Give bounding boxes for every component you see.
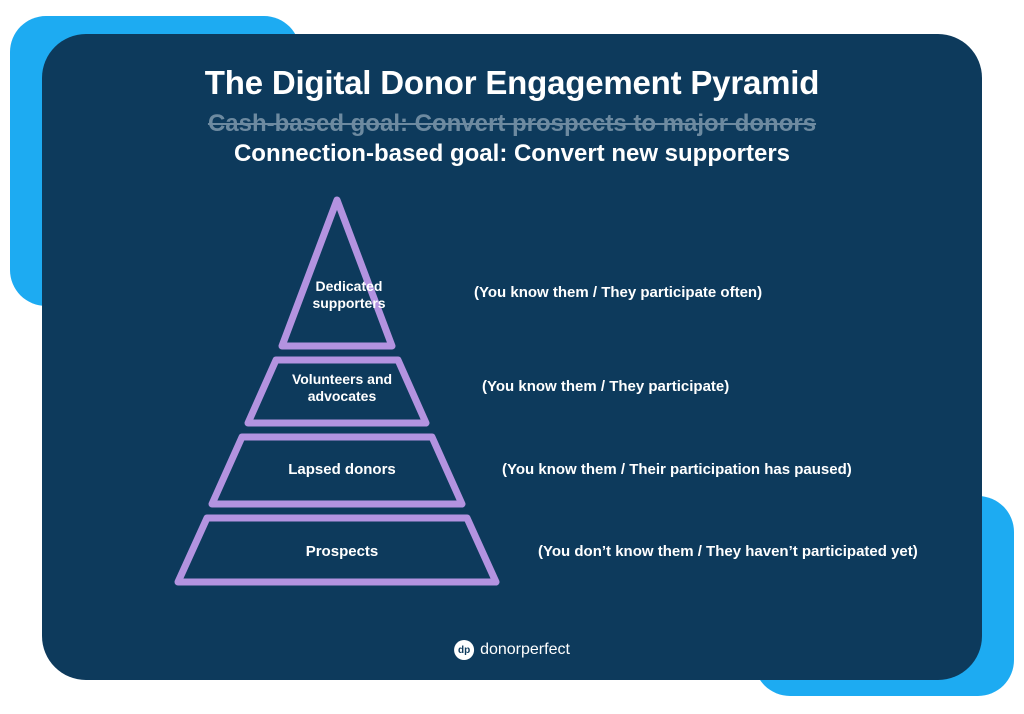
main-card: The Digital Donor Engagement Pyramid Cas… [42, 34, 982, 680]
page-title: The Digital Donor Engagement Pyramid [42, 64, 982, 102]
level-2-label: Volunteers and advocates [272, 371, 412, 405]
level-3-desc: (You know them / Their participation has… [502, 461, 852, 478]
subtitle: Connection-based goal: Convert new suppo… [42, 140, 982, 168]
level-1-desc: (You know them / They participate often) [474, 284, 762, 301]
logo-badge-icon: dp [454, 640, 474, 660]
engagement-pyramid: Dedicated supporters Volunteers and advo… [102, 194, 572, 624]
brand-logo: dp donorperfect [454, 640, 570, 660]
logo-brand-text: donorperfect [480, 641, 570, 659]
level-4-desc: (You don’t know them / They haven’t part… [538, 543, 918, 560]
pyramid-level-1-shape [282, 200, 392, 346]
level-4-label: Prospects [272, 543, 412, 561]
level-3-label: Lapsed donors [272, 461, 412, 479]
level-1-label: Dedicated supporters [294, 278, 404, 312]
subtitle-strikethrough: Cash-based goal: Convert prospects to ma… [42, 110, 982, 138]
level-2-desc: (You know them / They participate) [482, 378, 729, 395]
